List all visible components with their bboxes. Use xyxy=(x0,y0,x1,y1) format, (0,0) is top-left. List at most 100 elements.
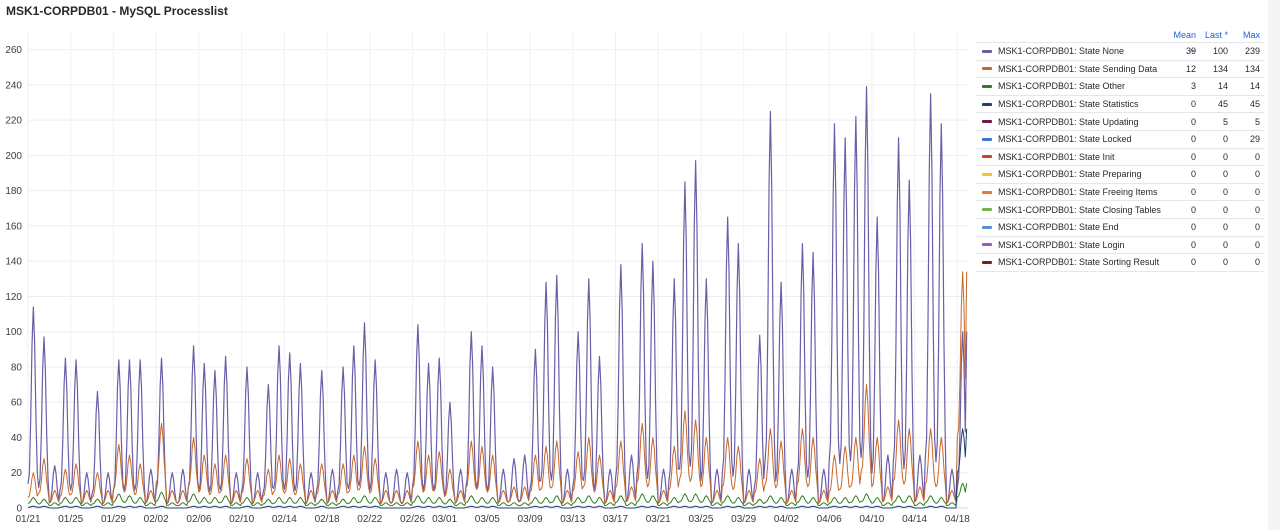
legend-series-name: MSK1-CORPDB01: State Login xyxy=(998,239,1125,250)
legend-row[interactable]: MSK1-CORPDB01: State Init 0 0 0 xyxy=(976,147,1264,166)
y-axis-tick-labels: 0 20 40 60 80 100 120 140 160 180 200 220 240 260 xyxy=(5,45,22,514)
legend-mean-value: 0 xyxy=(1190,151,1196,162)
x-tick-label: 04/10 xyxy=(859,514,884,525)
legend-mean-value: 0 xyxy=(1190,169,1196,180)
legend-header: Mean ⌄ Last * Max xyxy=(976,28,1264,54)
x-tick-label: 03/21 xyxy=(646,514,671,525)
legend-last-value: 0 xyxy=(1222,169,1228,180)
legend-mean-value: 0 xyxy=(1190,187,1196,198)
legend-swatch xyxy=(982,225,992,229)
series-line xyxy=(28,428,968,509)
legend-mean-value: 0 xyxy=(1190,239,1196,250)
legend-row[interactable]: MSK1-CORPDB01: State Login 0 0 0 xyxy=(976,235,1264,254)
x-tick-label: 04/14 xyxy=(902,514,927,525)
y-tick-label: 60 xyxy=(11,398,23,409)
legend-swatch xyxy=(982,208,992,212)
legend-series-name: MSK1-CORPDB01: State None xyxy=(998,46,1125,57)
legend-last-value: 0 xyxy=(1222,151,1228,162)
legend-last-value: 0 xyxy=(1222,134,1228,145)
legend-swatch xyxy=(982,84,992,88)
panel-title: MSK1-CORPDB01 - MySQL Processlist xyxy=(6,4,228,18)
y-tick-label: 80 xyxy=(11,362,23,373)
x-tick-label: 01/29 xyxy=(101,514,126,525)
legend-series-name: MSK1-CORPDB01: State Locked xyxy=(998,134,1132,145)
x-tick-label: 03/13 xyxy=(560,514,585,525)
legend-series-name: MSK1-CORPDB01: State Sorting Result xyxy=(998,257,1160,268)
x-tick-label: 02/10 xyxy=(229,514,254,525)
legend-row[interactable]: MSK1-CORPDB01: State End 0 0 0 xyxy=(976,217,1264,236)
legend-mean-value: 12 xyxy=(1185,63,1196,74)
legend-series-name: MSK1-CORPDB01: State Init xyxy=(998,151,1115,162)
legend-row[interactable]: MSK1-CORPDB01: State Preparing 0 0 0 xyxy=(976,165,1264,183)
x-tick-label: 03/01 xyxy=(432,514,457,525)
x-tick-label: 03/09 xyxy=(518,514,543,525)
series-lines xyxy=(27,86,968,509)
x-tick-label: 02/14 xyxy=(272,514,297,525)
legend-mean-value: 0 xyxy=(1190,257,1196,268)
y-tick-label: 100 xyxy=(5,327,22,338)
legend-max-value: 5 xyxy=(1254,116,1260,127)
legend-mean-value: 0 xyxy=(1190,99,1196,110)
legend-series-name: MSK1-CORPDB01: State Other xyxy=(998,81,1126,92)
legend-max-value: 45 xyxy=(1249,99,1260,110)
legend-row[interactable]: MSK1-CORPDB01: State Statistics 0 45 45 xyxy=(976,94,1264,113)
legend-row[interactable]: MSK1-CORPDB01: State Closing Tables 0 0 0 xyxy=(976,200,1264,218)
legend-max-value: 0 xyxy=(1254,257,1260,268)
legend-row[interactable]: MSK1-CORPDB01: State Freeing Items 0 0 0 xyxy=(976,182,1264,201)
legend-last-value: 5 xyxy=(1222,116,1228,127)
legend-series-name: MSK1-CORPDB01: State Freeing Items xyxy=(998,187,1158,198)
page-scrollbar[interactable] xyxy=(1268,0,1280,530)
x-tick-label: 02/18 xyxy=(315,514,340,525)
y-tick-label: 260 xyxy=(5,45,22,56)
legend-row[interactable]: MSK1-CORPDB01: State Locked 0 0 29 xyxy=(976,129,1264,148)
y-tick-label: 160 xyxy=(5,221,22,232)
legend-mean-value: 0 xyxy=(1190,134,1196,145)
legend-max-value: 0 xyxy=(1254,222,1260,233)
series-line xyxy=(27,271,968,504)
legend-header-max[interactable]: Max xyxy=(1242,30,1260,40)
y-tick-label: 200 xyxy=(5,151,22,162)
legend-swatch xyxy=(982,67,992,71)
legend-row[interactable]: MSK1-CORPDB01: State Other 3 14 14 xyxy=(976,77,1264,95)
legend-last-value: 14 xyxy=(1217,81,1228,92)
legend-row[interactable]: MSK1-CORPDB01: State Sorting Result 0 0 0 xyxy=(976,253,1264,272)
legend-swatch xyxy=(982,190,992,194)
y-tick-label: 220 xyxy=(5,116,22,127)
legend-last-value: 100 xyxy=(1212,46,1228,57)
line-chart: 0 20 40 60 80 100 120 140 160 180 200 220 240 260 01/… xyxy=(5,32,970,525)
legend-row[interactable]: MSK1-CORPDB01: State Updating 0 5 5 xyxy=(976,112,1264,130)
legend-series-name: MSK1-CORPDB01: State End xyxy=(998,222,1119,233)
y-tick-label: 180 xyxy=(5,186,22,197)
legend-max-value: 239 xyxy=(1244,46,1260,57)
legend-swatch xyxy=(982,260,992,264)
legend-series-name: MSK1-CORPDB01: State Updating xyxy=(998,116,1139,127)
legend-series-name: MSK1-CORPDB01: State Sending Data xyxy=(998,63,1158,74)
y-tick-label: 140 xyxy=(5,257,22,268)
legend-last-value: 0 xyxy=(1222,257,1228,268)
legend-table: Mean ⌄ Last * Max MSK1-CORPDB01: State N… xyxy=(976,28,1264,272)
legend-mean-value: 0 xyxy=(1190,222,1196,233)
legend-swatch xyxy=(982,120,992,124)
legend-max-value: 134 xyxy=(1244,63,1260,74)
legend-header-mean[interactable]: Mean ⌄ xyxy=(1173,30,1196,54)
legend-max-value: 0 xyxy=(1254,169,1260,180)
x-tick-label: 04/02 xyxy=(774,514,799,525)
legend-series-name: MSK1-CORPDB01: State Statistics xyxy=(998,99,1139,110)
legend-mean-value: 3 xyxy=(1190,81,1196,92)
legend-row[interactable]: MSK1-CORPDB01: State Sending Data 12 134 13… xyxy=(976,59,1264,78)
legend-swatch xyxy=(982,243,992,247)
x-tick-label: 02/22 xyxy=(357,514,382,525)
legend-row[interactable]: MSK1-CORPDB01: State None 39 100 239 xyxy=(976,42,1264,60)
legend-max-value: 29 xyxy=(1249,134,1260,145)
x-tick-label: 01/21 xyxy=(15,514,40,525)
legend-header-last[interactable]: Last * xyxy=(1204,30,1228,40)
x-axis-tick-labels: 01/21 01/25 01/29 02/02 02/06 02/10 02/14 02/18… xyxy=(15,514,970,525)
x-tick-label: 02/26 xyxy=(400,514,425,525)
legend-max-value: 0 xyxy=(1254,187,1260,198)
x-tick-label: 03/29 xyxy=(731,514,756,525)
y-tick-label: 20 xyxy=(11,468,23,479)
legend-swatch xyxy=(982,137,992,141)
series-line xyxy=(27,482,968,507)
x-tick-label: 04/06 xyxy=(817,514,842,525)
x-tick-label: 04/18 xyxy=(945,514,970,525)
